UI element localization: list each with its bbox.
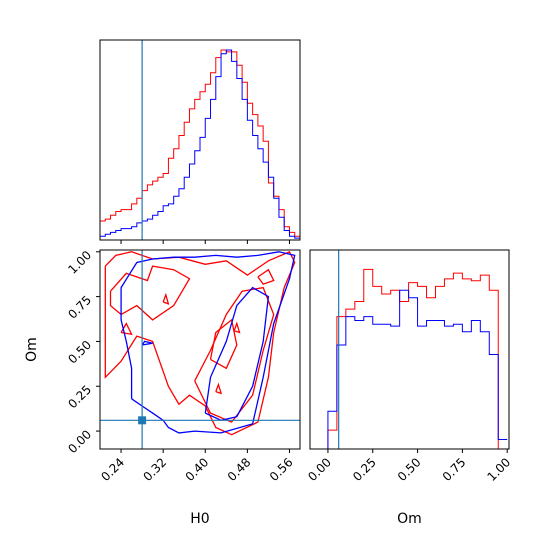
om-histogram-panel: 0.00 0.25 0.50 0.75 1.00 Om	[305, 249, 514, 527]
x-tick-label: 0.50	[395, 455, 424, 484]
red-contour	[104, 250, 296, 436]
x-tick-label: 0.75	[440, 455, 469, 484]
panel-frame	[309, 249, 510, 450]
panel-frame	[99, 39, 301, 241]
y-tick-label: 0.50	[65, 338, 94, 367]
histogram-blue-series	[310, 289, 508, 449]
h0-om-contour-panel: 0.24 0.32 0.40 0.48 0.56 0.00 0.25 0.50 0.75 1.00…	[24, 248, 301, 527]
red-contour	[215, 382, 223, 395]
truth-marker	[138, 416, 147, 425]
x-tick-label: 0.32	[140, 455, 169, 484]
blue-contour	[141, 340, 153, 346]
x-tick-label: 0.56	[267, 455, 296, 484]
red-contour	[257, 268, 275, 285]
x-axis-title: Om	[397, 511, 422, 527]
x-tick-label: 0.40	[183, 455, 212, 484]
histogram-blue-series	[100, 49, 300, 240]
red-contour	[209, 318, 238, 370]
red-contour	[233, 321, 241, 334]
blue-contour	[120, 251, 296, 434]
red-contour	[109, 265, 191, 321]
y-axis-title: Om	[24, 337, 40, 362]
histogram-red-series	[310, 268, 508, 449]
y-tick-label: 0.25	[65, 382, 94, 411]
x-tick-label: 0.48	[225, 455, 254, 484]
x-tick-label: 0.00	[305, 455, 334, 484]
x-tick-label: 1.00	[485, 455, 514, 484]
blue-contour	[204, 286, 270, 421]
y-tick-label: 0.00	[65, 427, 94, 456]
x-axis-title: H0	[190, 511, 209, 527]
x-tick-label: 0.24	[98, 455, 127, 484]
y-tick-label: 0.75	[65, 293, 94, 322]
y-tick-label: 1.00	[65, 248, 94, 277]
panel-frame	[99, 249, 301, 450]
red-contour	[162, 292, 170, 305]
x-tick-label: 0.25	[350, 455, 379, 484]
h0-histogram-panel	[99, 39, 301, 244]
histogram-red-series	[100, 49, 300, 240]
